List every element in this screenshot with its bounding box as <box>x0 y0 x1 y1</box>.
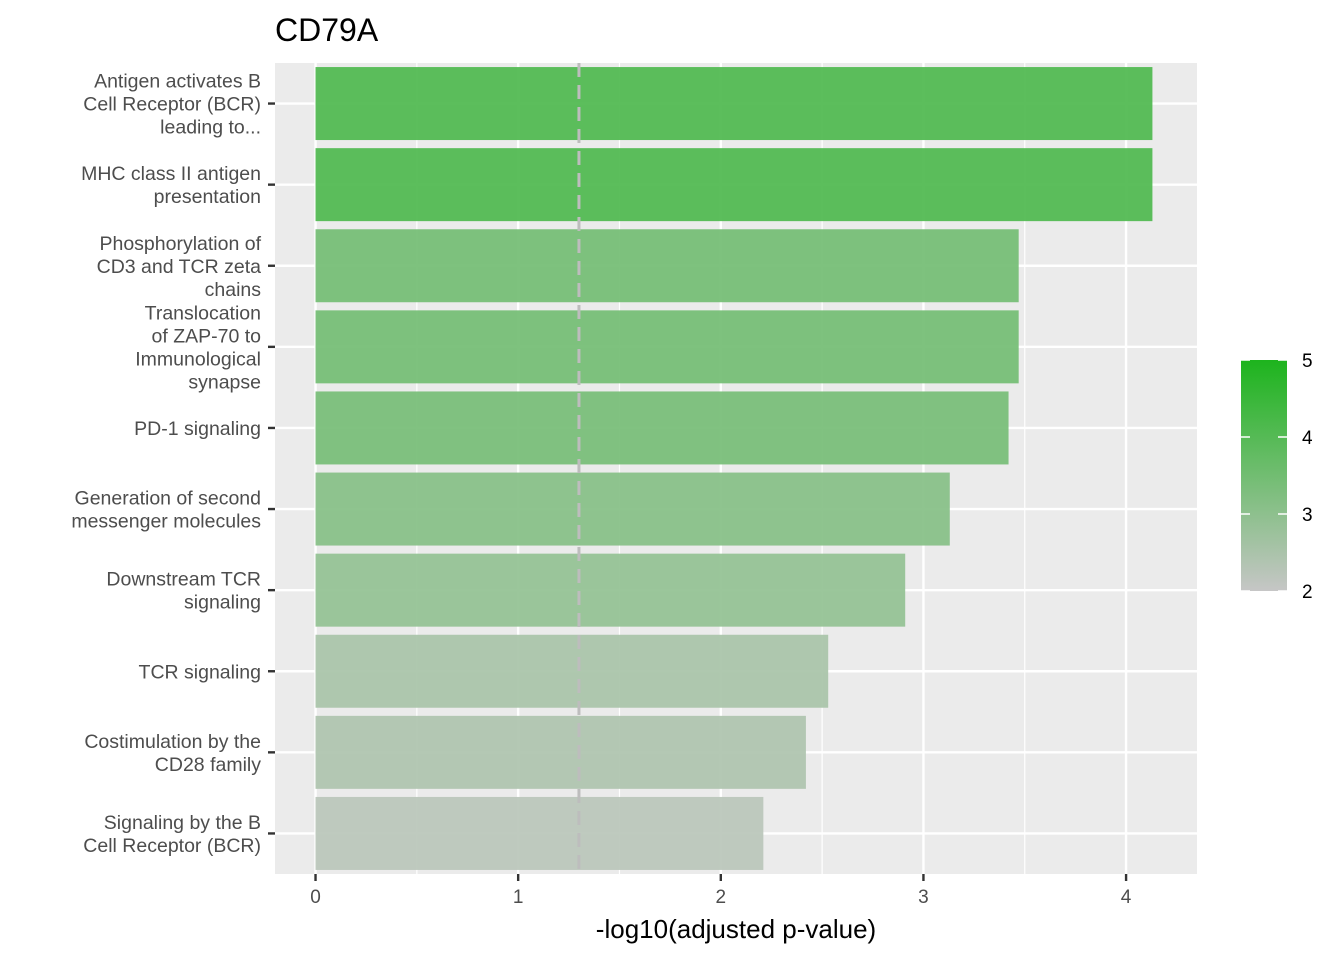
category-label-line: synapse <box>188 371 261 393</box>
category-label-line: Signaling by the B <box>104 812 261 834</box>
x-axis-title: -log10(adjusted p-value) <box>596 914 876 944</box>
category-label: Phosphorylation of CD3 and TCR zeta chains <box>97 233 262 301</box>
category-label: TCR signaling <box>139 661 261 683</box>
legend-label: 4 <box>1302 428 1313 449</box>
x-tick-label: 3 <box>918 887 929 908</box>
category-label-line: Immunological <box>135 348 261 370</box>
category-label-line: of ZAP-70 to <box>152 325 262 347</box>
category-label-line: Downstream TCR <box>106 569 261 591</box>
category-label-line: CD28 family <box>155 754 261 776</box>
category-label-line: Phosphorylation of <box>99 233 261 255</box>
bar <box>315 715 806 789</box>
category-label-line: Antigen activates B <box>94 71 261 93</box>
bar <box>315 67 1153 141</box>
legend-label: 3 <box>1302 505 1313 526</box>
category-label-line: MHC class II antigen <box>81 163 261 185</box>
category-label: Translocation of ZAP-70 to Immunological sy… <box>135 302 261 393</box>
category-label: Signaling by the B Cell Receptor (BCR) <box>83 812 261 857</box>
category-label-line: presentation <box>154 186 261 208</box>
y-axis: Antigen activates B Cell Receptor (BCR) le… <box>71 71 275 857</box>
legend-ticks: 2 3 4 5 <box>1241 351 1313 603</box>
category-label: MHC class II antigen presentation <box>81 163 261 208</box>
bar <box>315 472 950 546</box>
category-label-line: TCR signaling <box>139 661 261 683</box>
bars <box>315 67 1153 870</box>
category-label: Antigen activates B Cell Receptor (BCR) le… <box>83 71 261 139</box>
legend-label: 5 <box>1302 351 1313 372</box>
bar <box>315 553 906 627</box>
color-legend: 2 3 4 5 <box>1241 351 1313 603</box>
legend-label: 2 <box>1302 582 1313 603</box>
category-label-line: messenger molecules <box>71 511 261 533</box>
bar <box>315 310 1019 384</box>
x-axis: 0 1 2 3 4 <box>310 874 1132 908</box>
category-label: Generation of second messenger molecules <box>71 488 261 533</box>
category-label-line: CD3 and TCR zeta <box>97 256 262 278</box>
legend-colorbar <box>1241 360 1287 591</box>
category-label-line: Cell Receptor (BCR) <box>83 835 261 857</box>
category-label-line: Cell Receptor (BCR) <box>83 94 261 116</box>
category-label-line: signaling <box>184 592 261 614</box>
bar <box>315 796 764 870</box>
category-label-line: leading to... <box>160 117 261 139</box>
bar <box>315 148 1153 222</box>
x-tick-label: 1 <box>513 887 524 908</box>
category-label-line: Translocation <box>145 302 261 324</box>
bar <box>315 634 829 708</box>
bar <box>315 229 1019 303</box>
category-label: PD-1 signaling <box>134 418 261 440</box>
category-label-line: Costimulation by the <box>84 731 261 753</box>
category-label-line: chains <box>205 279 262 301</box>
chart-title: CD79A <box>275 12 379 48</box>
category-label: Costimulation by the CD28 family <box>84 731 261 776</box>
category-label-line: Generation of second <box>75 488 261 510</box>
category-label: Downstream TCR signaling <box>106 569 261 614</box>
bar <box>315 391 1009 465</box>
x-tick-label: 4 <box>1121 887 1132 908</box>
category-label-line: PD-1 signaling <box>134 418 261 440</box>
x-tick-label: 2 <box>716 887 727 908</box>
x-tick-label: 0 <box>310 887 321 908</box>
